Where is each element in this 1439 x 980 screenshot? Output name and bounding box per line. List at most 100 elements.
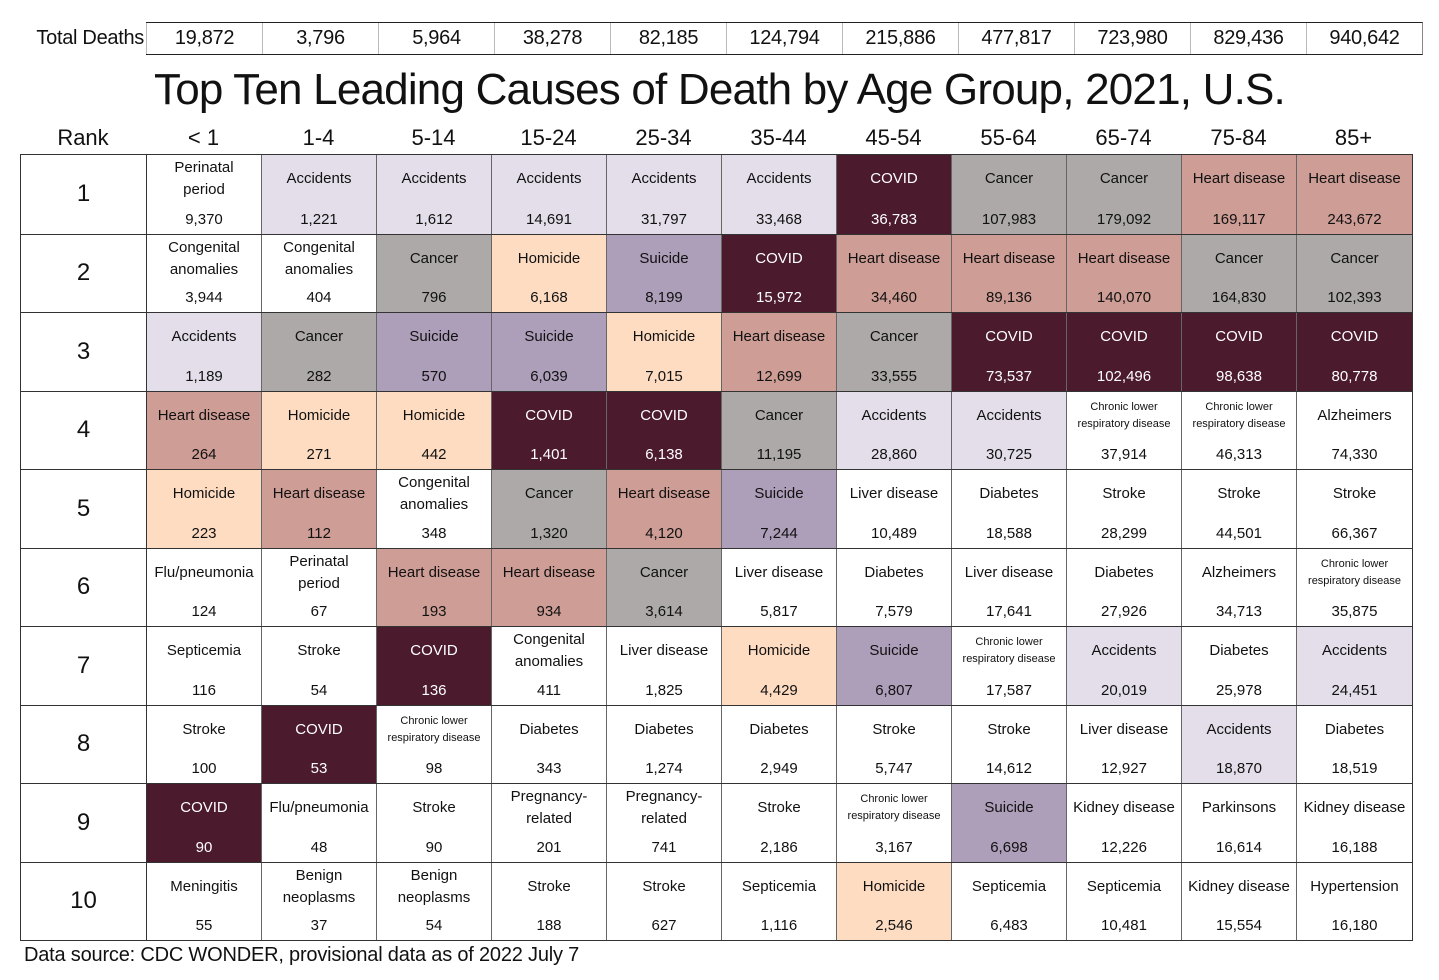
cause-cell: Heart disease 34,460 [837, 234, 952, 312]
table-row: 6 Flu/pneumonia 124 Perinatal period 67 Heart… [21, 547, 1412, 626]
rank-label: 5 [21, 470, 147, 548]
cause-cell: Accidents 20,019 [1067, 627, 1182, 705]
death-count: 124 [191, 603, 217, 620]
cause-label: Stroke [1102, 485, 1146, 502]
death-count: 15,554 [1216, 917, 1262, 934]
cause-cell: Stroke 54 [262, 627, 377, 705]
age-group-header: < 1 [187, 125, 220, 150]
cause-label: Stroke [757, 799, 801, 816]
cause-cell: Congenital anomalies 411 [492, 627, 607, 705]
death-count: 100 [191, 760, 217, 777]
table-row: 4 Heart disease 264 Homicide 271 Homicide 442 C… [21, 390, 1412, 469]
cause-label: Cancer [869, 328, 919, 345]
death-count: 54 [425, 917, 443, 934]
cause-label: Perinatal period [174, 159, 234, 198]
cause-cell: Stroke 100 [147, 705, 262, 783]
death-count: 25,978 [1216, 681, 1262, 699]
death-count: 188 [536, 917, 562, 934]
cause-label: Congenital anomalies [513, 631, 585, 670]
cause-label: Flu/pneumonia [154, 563, 254, 581]
death-count: 107,983 [981, 210, 1037, 228]
cause-cell: Perinatal period 67 [262, 548, 377, 626]
cause-cell: Homicide 223 [147, 470, 262, 548]
death-count: 20,019 [1101, 681, 1147, 699]
cause-cell: Diabetes 25,978 [1182, 627, 1297, 705]
cause-label: COVID [1215, 328, 1263, 345]
cause-cell: Stroke 28,299 [1067, 470, 1182, 548]
cause-cell: Cancer 11,195 [722, 391, 837, 469]
cause-label: Accidents [516, 170, 582, 187]
cause-cell: Accidents 1,189 [147, 313, 262, 391]
cause-cell: Stroke 66,367 [1297, 470, 1412, 548]
cause-label: Suicide [754, 485, 804, 502]
death-count: 98 [425, 760, 443, 777]
cause-cell: Pregnancy-related 741 [607, 784, 722, 862]
total-deaths-value: 215,886 [842, 23, 958, 54]
total-deaths-value: 38,278 [494, 23, 610, 54]
cause-label: Homicide [517, 249, 581, 267]
rank-label: 3 [21, 313, 147, 391]
death-count: 6,698 [990, 838, 1028, 856]
death-count: 102,496 [1096, 367, 1152, 385]
cause-cell: Liver disease 17,641 [952, 548, 1067, 626]
cause-label: Heart disease [502, 563, 596, 581]
cause-cell: Accidents 1,221 [262, 155, 377, 234]
death-count: 18,870 [1216, 760, 1262, 777]
cause-label: Cancer [639, 563, 689, 581]
cause-label: Stroke [412, 799, 456, 816]
cause-label: Heart disease [732, 328, 826, 345]
rank-label: 2 [21, 234, 147, 312]
death-count: 12,699 [756, 367, 802, 385]
total-deaths-values: 19,872 3,796 5,964 38,278 82,185 124,794 215,8… [146, 22, 1423, 55]
cause-cell: Liver disease 10,489 [837, 470, 952, 548]
cause-cell: Suicide 570 [377, 313, 492, 391]
cause-cell: Chronic lower respiratory disease 3,167 [837, 784, 952, 862]
cause-label: Diabetes [634, 720, 694, 738]
cause-cell: COVID 53 [262, 705, 377, 783]
cause-cell: Cancer 164,830 [1182, 234, 1297, 312]
death-count: 1,189 [185, 367, 223, 385]
cause-cell: Chronic lower respiratory disease 46,313 [1182, 391, 1297, 469]
cause-cell: Cancer 179,092 [1067, 155, 1182, 234]
cause-cell: COVID 90 [147, 784, 262, 862]
total-deaths-label: Total Deaths [36, 27, 144, 49]
death-count: 44,501 [1216, 524, 1262, 542]
cause-label: Liver disease [619, 642, 709, 659]
cause-cell: Accidents 28,860 [837, 391, 952, 469]
cause-cell: Cancer 1,320 [492, 470, 607, 548]
cause-cell: COVID 98,638 [1182, 313, 1297, 391]
cause-cell: Septicemia 6,483 [952, 862, 1067, 940]
cause-label: Chronic lower respiratory disease [962, 636, 1056, 665]
cause-cell: Benign neoplasms 37 [262, 862, 377, 940]
cause-cell: Accidents 33,468 [722, 155, 837, 234]
rank-label: 10 [21, 862, 147, 940]
age-group-header: 65-74 [1095, 125, 1152, 150]
cause-label: Septicemia [741, 877, 817, 895]
cause-cell: Perinatal period 9,370 [147, 155, 262, 234]
cause-label: Cancer [409, 249, 459, 267]
cause-cell: Alzheimers 74,330 [1297, 391, 1412, 469]
cause-label: Cancer [1330, 249, 1379, 267]
death-count: 223 [191, 524, 217, 542]
cause-label: Accidents [631, 170, 697, 187]
cause-cell: Suicide 7,244 [722, 470, 837, 548]
cause-label: Homicide [747, 642, 811, 659]
cause-label: Stroke [297, 642, 341, 659]
cause-cell: Cancer 3,614 [607, 548, 722, 626]
cause-cell: Congenital anomalies 3,944 [147, 234, 262, 312]
cause-cell: Stroke 14,612 [952, 705, 1067, 783]
cause-label: COVID [295, 720, 343, 738]
cause-label: Suicide [409, 328, 459, 345]
cause-label: Heart disease [1308, 170, 1401, 187]
cause-label: Stroke [182, 720, 226, 738]
death-count: 116 [192, 681, 216, 699]
age-group-header: 85+ [1334, 125, 1373, 150]
cause-cell: COVID 102,496 [1067, 313, 1182, 391]
death-count: 17,641 [986, 603, 1032, 620]
cause-label: Heart disease [1077, 249, 1171, 267]
cause-cell: Stroke 90 [377, 784, 492, 862]
death-count: 343 [536, 760, 562, 777]
rank-label: 4 [21, 391, 147, 469]
death-count: 90 [195, 838, 213, 856]
death-count: 179,092 [1096, 210, 1152, 228]
